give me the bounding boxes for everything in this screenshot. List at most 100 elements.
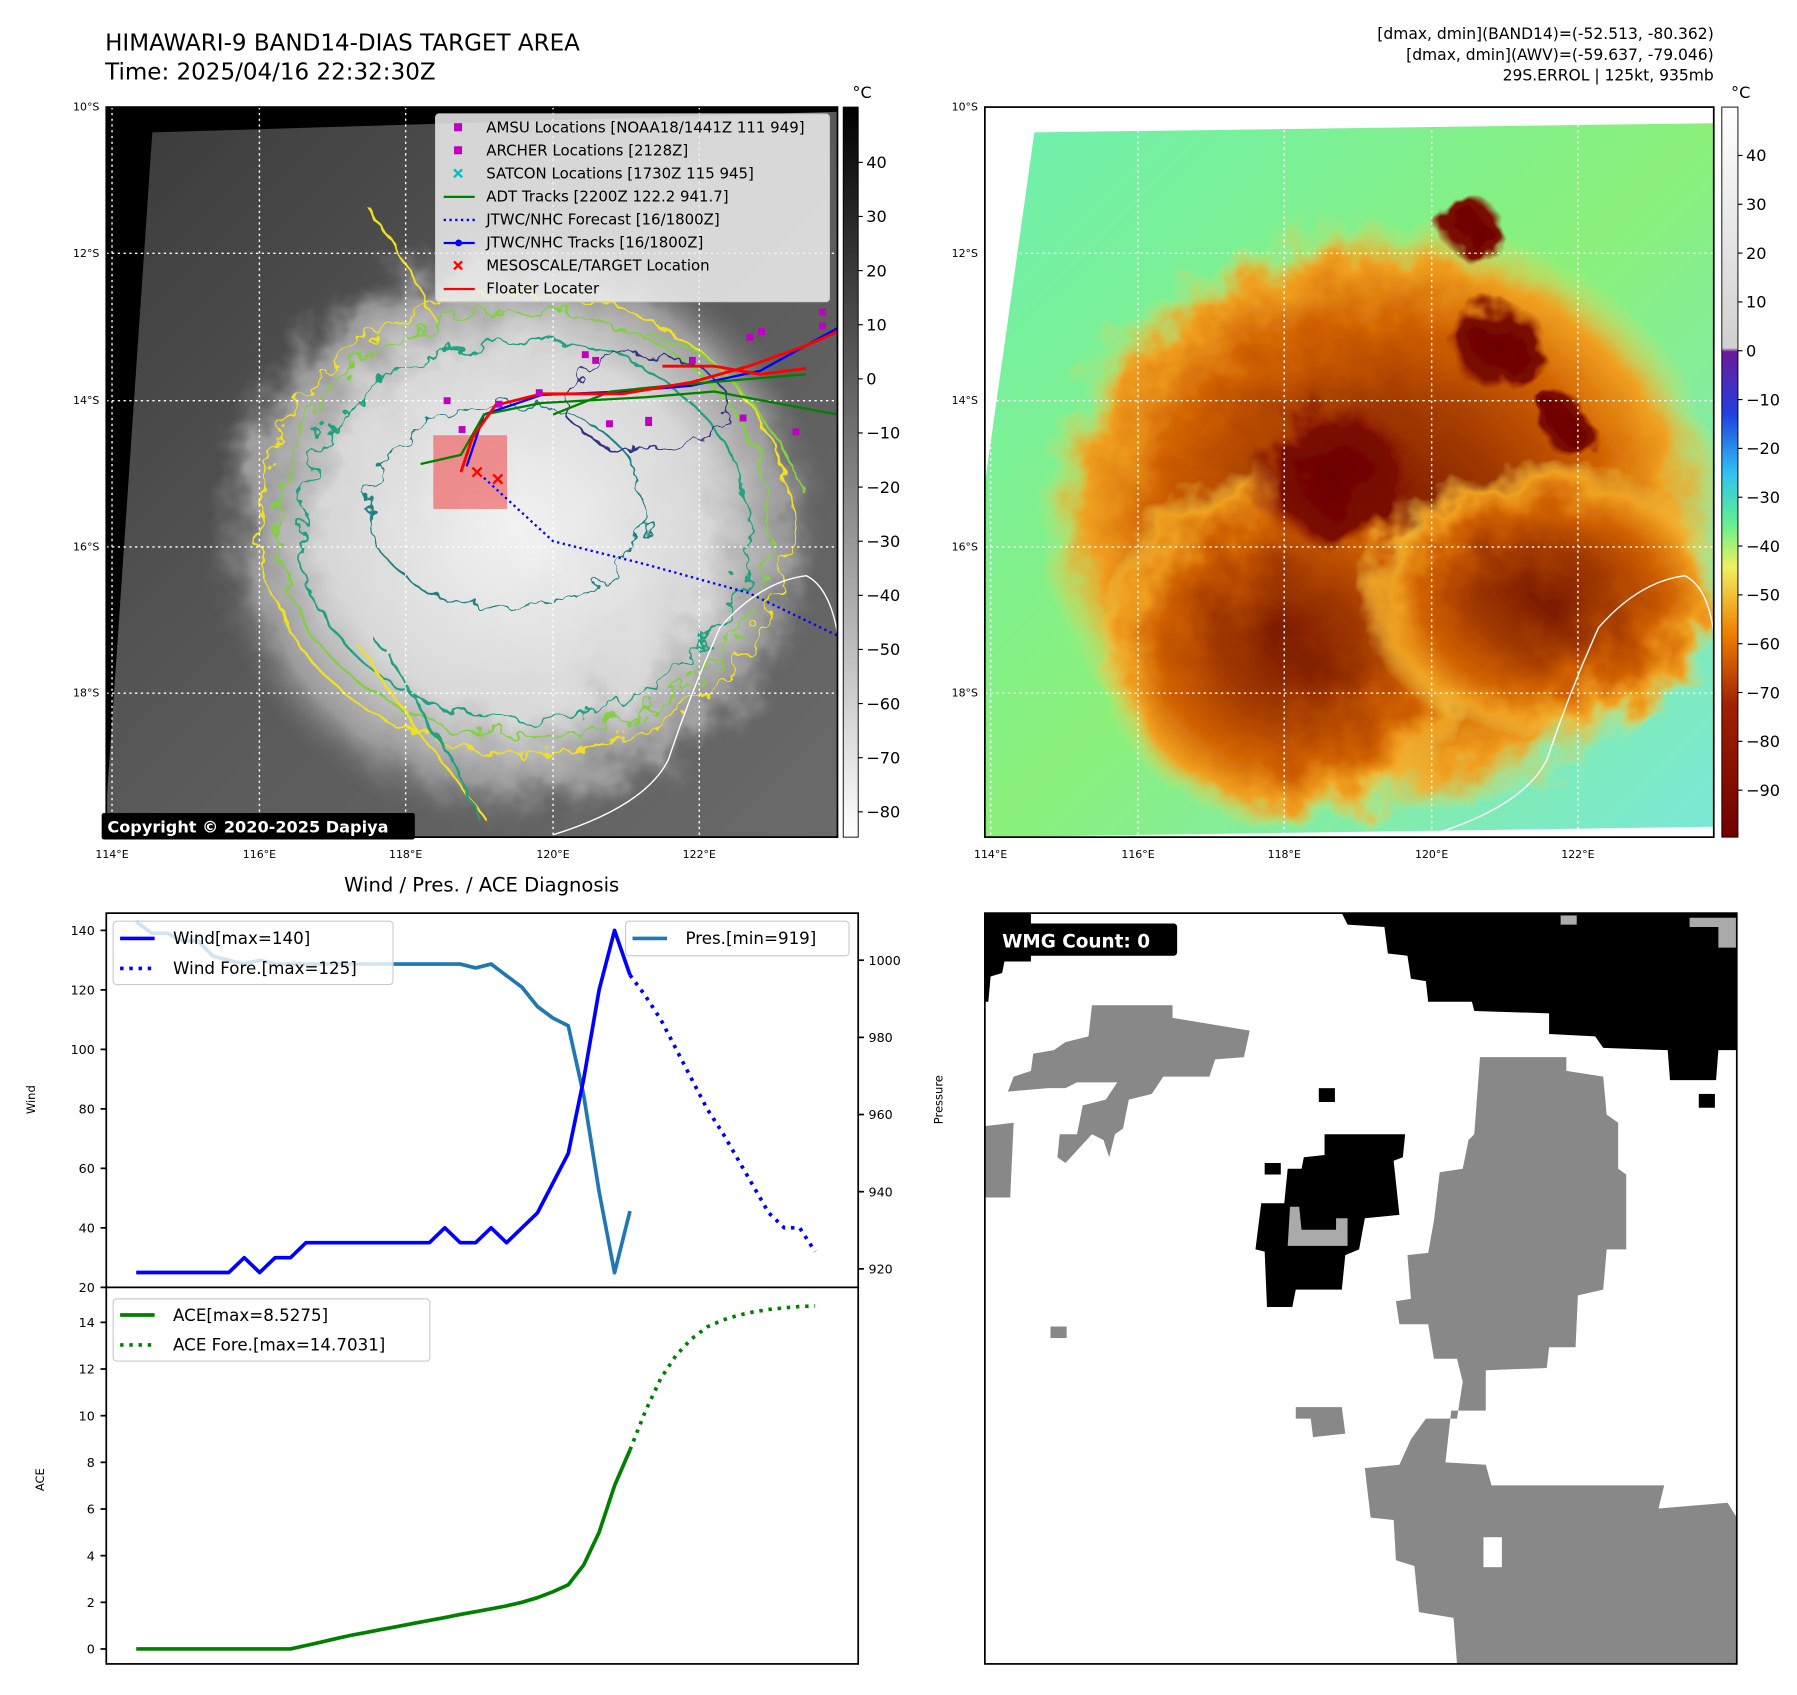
colorbar-tick-label: 40 bbox=[866, 153, 887, 172]
colorbar-tick-label: −60 bbox=[1746, 634, 1780, 653]
wmg-count-label: WMG Count: 0 bbox=[1002, 932, 1150, 953]
colorbar-unit: °C bbox=[1731, 83, 1750, 102]
legend-label: SATCON Locations [1730Z 115 945] bbox=[486, 164, 754, 182]
legend-label: MESOSCALE/TARGET Location bbox=[486, 257, 709, 275]
coastline bbox=[1431, 575, 1714, 836]
square-marker-icon bbox=[454, 123, 463, 132]
colorbar-tick-label: −70 bbox=[1746, 683, 1780, 702]
legend-label: ARCHER Locations [2128Z] bbox=[486, 141, 688, 159]
axis-tick-label: 960 bbox=[869, 1107, 893, 1122]
lat-tick-label: 18°S bbox=[73, 687, 99, 700]
ace-axis-label: ACE bbox=[33, 1468, 47, 1491]
legend-item: JTWC/NHC Tracks [16/1800Z] bbox=[443, 234, 703, 252]
axis-tick-label: 14 bbox=[79, 1315, 95, 1330]
colorbar-unit: °C bbox=[852, 83, 871, 102]
lon-tick-label: 122°E bbox=[1561, 848, 1594, 861]
legend-item: AMSU Locations [NOAA18/1441Z 111 949] bbox=[454, 118, 805, 136]
chart-legend-item: ACE Fore.[max=14.7031] bbox=[120, 1336, 385, 1355]
wmg-gray-regions bbox=[984, 915, 1737, 1664]
awv-range: [dmax, dmin](AWV)=(-59.637, -79.046) bbox=[1406, 46, 1714, 64]
lon-tick-label: 118°E bbox=[1268, 848, 1301, 861]
chart-legend-label: ACE[max=8.5275] bbox=[173, 1306, 328, 1325]
colorbar-tick-label: 10 bbox=[1746, 293, 1767, 312]
pressure-legend: Pres.[min=919] bbox=[625, 920, 850, 957]
colorbar-tick-label: −20 bbox=[866, 478, 900, 497]
wind-legend: Wind[max=140] Wind Fore.[max=125] bbox=[112, 920, 394, 986]
lon-tick-label: 116°E bbox=[243, 848, 276, 861]
colorbar-tick-label: −40 bbox=[866, 586, 900, 605]
chart-title: Wind / Pres. / ACE Diagnosis bbox=[344, 873, 619, 896]
legend-label: ADT Tracks [2200Z 122.2 941.7] bbox=[486, 188, 728, 206]
lat-tick-label: 16°S bbox=[73, 540, 99, 553]
figure-title: HIMAWARI-9 BAND14-DIAS TARGET AREA bbox=[105, 31, 580, 57]
lat-tick-label: 14°S bbox=[952, 394, 978, 407]
lon-tick-label: 118°E bbox=[389, 848, 422, 861]
axis-tick-label: 2 bbox=[87, 1595, 95, 1610]
legend-label: AMSU Locations [NOAA18/1441Z 111 949] bbox=[486, 118, 804, 136]
right-colorbar: °C 40 30 20 10 0 −10 −20 −30 −40 −50 −60 −70 −80 −90 bbox=[1721, 83, 1780, 838]
colorbar-tick-label: 20 bbox=[866, 261, 887, 280]
axis-tick-label: 12 bbox=[79, 1362, 95, 1377]
chart-legend-label: Wind[max=140] bbox=[173, 929, 310, 948]
legend-item: ARCHER Locations [2128Z] bbox=[454, 141, 688, 159]
lat-tick-label: 18°S bbox=[952, 687, 978, 700]
colorbar-tick-label: −50 bbox=[1746, 586, 1780, 605]
axis-tick-label: 100 bbox=[71, 1042, 95, 1057]
x-marker-icon bbox=[453, 168, 463, 179]
axis-tick-label: 6 bbox=[87, 1502, 95, 1517]
series-line-wind-fore- bbox=[628, 973, 817, 1253]
left-colorbar: °C 40 30 20 10 0 −10 −20 −30 −40 −50 −60 −70 −80 bbox=[842, 83, 900, 838]
lon-tick-label: 114°E bbox=[974, 848, 1007, 861]
axis-tick-label: 1000 bbox=[869, 953, 901, 968]
awv-map[interactable] bbox=[983, 106, 1728, 839]
copyright-label: Copyright © 2020-2025 Dapiya bbox=[101, 812, 415, 840]
floater-locater-track bbox=[459, 330, 838, 473]
colorbar-tick-label: 0 bbox=[866, 370, 876, 389]
cloud-mass bbox=[207, 230, 830, 830]
axis-tick-label: 940 bbox=[869, 1184, 893, 1199]
colorbar-tick-label: −20 bbox=[1746, 439, 1780, 458]
lon-tick-label: 114°E bbox=[95, 848, 128, 861]
legend-label: Floater Locater bbox=[486, 280, 600, 298]
x-marker-icon bbox=[453, 260, 463, 271]
map-gridlines bbox=[984, 107, 1714, 838]
lat-tick-label: 14°S bbox=[73, 394, 99, 407]
colorbar-tick-label: 0 bbox=[1746, 342, 1756, 361]
legend-label: JTWC/NHC Forecast [16/1800Z] bbox=[485, 211, 719, 229]
legend-label: JTWC/NHC Tracks [16/1800Z] bbox=[485, 234, 703, 252]
colorbar-tick-label: −50 bbox=[866, 640, 900, 659]
wmg-panel: WMG Count: 0 bbox=[983, 912, 1738, 1665]
legend-item: Floater Locater bbox=[443, 280, 600, 298]
colorbar-tick-label: −10 bbox=[1746, 390, 1780, 409]
legend-item: ADT Tracks [2200Z 122.2 941.7] bbox=[443, 188, 729, 206]
chart-legend-label: ACE Fore.[max=14.7031] bbox=[173, 1336, 385, 1355]
band14-range: [dmax, dmin](BAND14)=(-52.513, -80.362) bbox=[1377, 25, 1713, 43]
colorbar-tick-label: 20 bbox=[1746, 244, 1767, 263]
cloud-top-temperature-field bbox=[1036, 201, 1714, 830]
series-line-wind bbox=[136, 928, 632, 1275]
lon-tick-label: 120°E bbox=[536, 848, 569, 861]
dot-marker-icon bbox=[455, 239, 463, 247]
axis-tick-label: 20 bbox=[79, 1280, 95, 1295]
colorbar-tick-label: 40 bbox=[1746, 146, 1767, 165]
lat-tick-label: 10°S bbox=[952, 101, 978, 114]
chart-legend-label: Pres.[min=919] bbox=[685, 929, 816, 948]
legend-item: JTWC/NHC Forecast [16/1800Z] bbox=[443, 211, 720, 229]
axis-tick-label: 40 bbox=[79, 1220, 95, 1235]
axis-tick-label: 140 bbox=[71, 923, 95, 938]
chart-legend-item: Pres.[min=919] bbox=[632, 929, 816, 948]
colorbar-tick-label: −30 bbox=[1746, 488, 1780, 507]
chart-legend-label: Wind Fore.[max=125] bbox=[173, 959, 357, 978]
legend-item: MESOSCALE/TARGET Location bbox=[453, 257, 710, 275]
colorbar-tick-label: −30 bbox=[866, 532, 900, 551]
colorbar-tick-label: −80 bbox=[1746, 732, 1780, 751]
axis-tick-label: 0 bbox=[87, 1642, 95, 1657]
amsu-archer-markers bbox=[443, 308, 826, 436]
lon-tick-label: 122°E bbox=[683, 848, 716, 861]
colorbar-tick-label: −60 bbox=[866, 694, 900, 713]
band14-map[interactable]: Copyright © 2020-2025 Dapiya AMSU Locati… bbox=[101, 106, 839, 840]
lon-tick-label: 116°E bbox=[1121, 848, 1154, 861]
wmg-count-badge bbox=[990, 923, 1178, 956]
legend-item: SATCON Locations [1730Z 115 945] bbox=[453, 164, 754, 182]
